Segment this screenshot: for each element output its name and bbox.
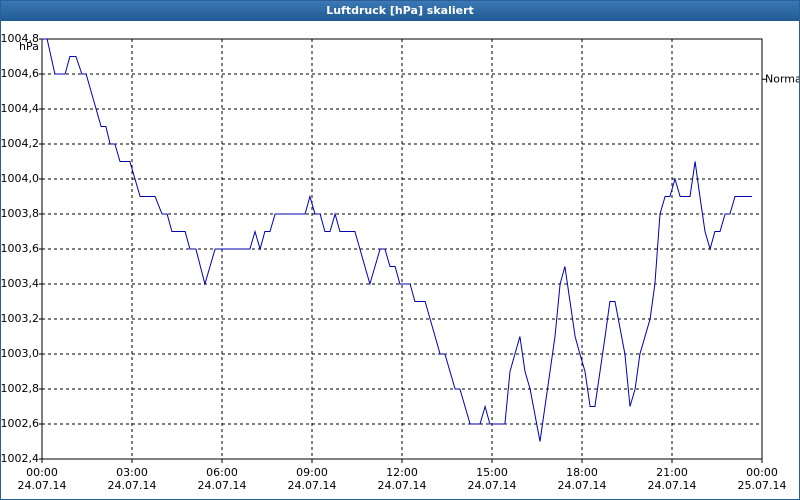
x-tick-label: 00:00 24.07.14 [17,466,67,492]
x-tick-label: 00:00 25.07.14 [737,466,787,492]
y-tick-label: 1004,2 [1,137,39,150]
x-tick-label: 21:00 24.07.14 [647,466,697,492]
x-tick-label: 03:00 24.07.14 [107,466,157,492]
x-tick-label: 09:00 24.07.14 [287,466,337,492]
y-tick-label: 1003,0 [1,347,39,360]
y-tick-label: 1002,6 [1,417,39,430]
y-tick-label: 1004,4 [1,102,39,115]
reference-label: Normal [765,72,799,85]
x-tick-label: 12:00 24.07.14 [377,466,427,492]
y-tick-label: 1004,6 [1,67,39,80]
y-tick-label: 1002,4 [1,452,39,465]
x-tick-label: 06:00 24.07.14 [197,466,247,492]
y-tick-label: 1004,0 [1,172,39,185]
line-series [42,38,753,442]
y-tick-label: 1003,6 [1,242,39,255]
y-tick-label: 1003,2 [1,312,39,325]
y-tick-label: 1003,8 [1,207,39,220]
title-bar: Luftdruck [hPa] skaliert [1,1,799,21]
x-tick-label: 18:00 24.07.14 [557,466,607,492]
y-axis-label: hPa [19,40,39,53]
y-tick-label: 1004,8 [1,32,39,45]
y-tick-label: 1003,4 [1,277,39,290]
y-tick-label: 1002,8 [1,382,39,395]
x-tick-label: 15:00 24.07.14 [467,466,517,492]
